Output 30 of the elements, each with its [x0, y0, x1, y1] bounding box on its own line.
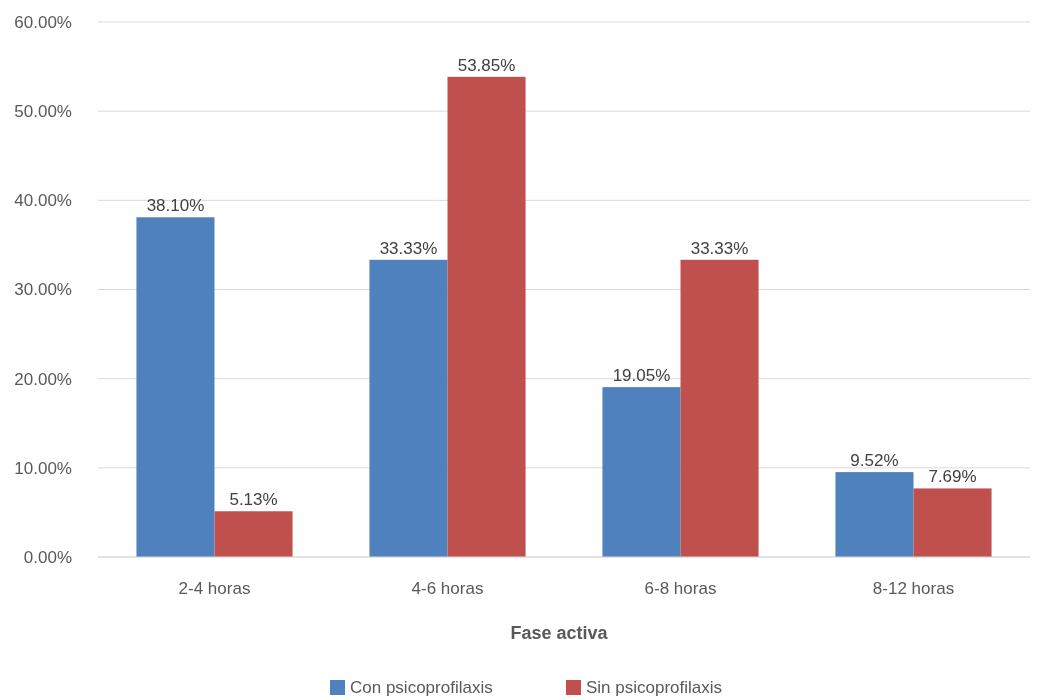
bar — [136, 217, 215, 557]
bar — [835, 472, 914, 557]
y-tick-label: 10.00% — [14, 458, 72, 478]
bar — [369, 259, 448, 557]
data-label: 53.85% — [457, 55, 516, 75]
x-tick-label: 4-6 horas — [411, 579, 484, 598]
bar — [913, 488, 992, 557]
bar — [602, 387, 681, 557]
y-tick-label: 20.00% — [14, 369, 72, 389]
data-label: 33.33% — [690, 238, 749, 258]
x-tick-label: 8-12 horas — [872, 579, 955, 598]
y-tick-label: 60.00% — [14, 12, 72, 32]
y-tick-label: 40.00% — [14, 191, 72, 211]
data-label: 5.13% — [229, 490, 278, 510]
bar — [680, 259, 759, 557]
data-label: 9.52% — [850, 451, 899, 471]
legend-label: Sin psicoprofilaxis — [586, 678, 723, 697]
y-tick-label: 50.00% — [14, 102, 72, 122]
data-label: 19.05% — [612, 366, 671, 386]
y-tick-label: 0.00% — [23, 547, 72, 567]
bar — [214, 511, 293, 557]
x-axis-title: Fase activa — [510, 623, 609, 643]
y-tick-label: 30.00% — [14, 280, 72, 300]
data-label: 38.10% — [146, 196, 205, 216]
data-label: 7.69% — [928, 467, 977, 487]
legend-label: Con psicoprofilaxis — [350, 678, 493, 697]
x-tick-label: 6-8 horas — [644, 579, 717, 598]
data-label: 33.33% — [379, 238, 438, 258]
bar — [447, 76, 526, 557]
x-tick-label: 2-4 horas — [178, 579, 251, 598]
